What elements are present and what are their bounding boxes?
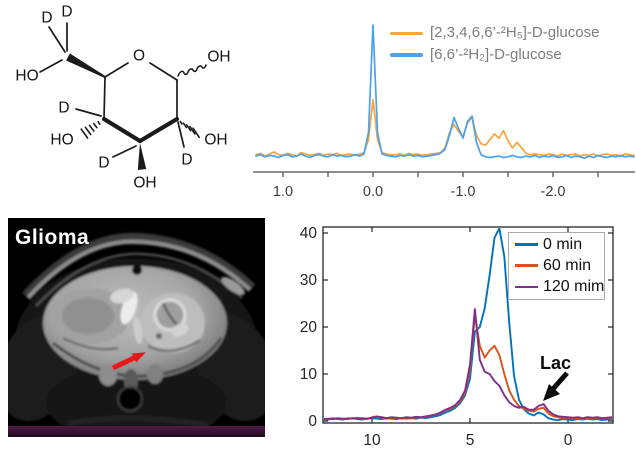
nmr-legend: [2,3,4,6,6’-²H₅]-D-glucose [6,6’-²H₂]-D-… (390, 24, 599, 65)
atom-label-c6-ho: HO (15, 68, 38, 85)
wedge-bond-c5-c6 (66, 53, 106, 78)
nmr-legend-label: [6,6’-²H₂]-D-glucose (430, 45, 562, 63)
svg-text:0.0: 0.0 (363, 184, 383, 200)
atom-label-c2-oh: OH (204, 132, 227, 149)
svg-text:1.0: 1.0 (273, 184, 293, 200)
bond-c4-c5 (103, 76, 106, 120)
atom-label-ring-o: O (133, 48, 145, 65)
wedge-bond-c3-oh (137, 143, 147, 170)
legend-line-blue (515, 243, 538, 246)
nmr-spectrum-panel: 1.0 0.0 -1.0 -2.0 [2,3,4,6,6’-²H₅]-D-glucos… (240, 0, 636, 210)
wavy-bond-c1-oh (177, 64, 207, 77)
atom-label-c4-d: D (58, 100, 69, 117)
kinetics-legend: 0 min 60 min 120 mim (508, 232, 605, 300)
tumor-arrow-icon (111, 352, 146, 371)
legend-line-purple (515, 285, 538, 289)
hash-bond-c2-oh (179, 120, 200, 139)
legend-line-orange (390, 31, 423, 36)
kin-legend-label: 0 min (543, 236, 583, 253)
kin-legend-label: 120 mim (543, 278, 605, 296)
molecule-structure: O OH D D HO D HO D OH D OH (15, 4, 230, 192)
atom-label-c3-oh: OH (133, 175, 156, 192)
bond-c2-d (177, 121, 185, 148)
bond-c6-ho (39, 59, 63, 73)
lac-arrow-icon (543, 371, 569, 401)
svg-text:40: 40 (300, 225, 318, 242)
svg-text:0: 0 (564, 432, 573, 449)
mri-panel: Glioma (8, 218, 265, 437)
atom-label-d2: D (61, 4, 72, 21)
bond-c3-c4-bold (101, 116, 143, 144)
nmr-legend-item-h2-glucose: [6,6’-²H₂]-D-glucose (390, 46, 599, 65)
kinetics-plot: 10 5 0 0 10 20 30 40 (300, 225, 614, 449)
kin-legend-item-60min: 60 min (509, 255, 604, 276)
kinetics-panel: 10 5 0 0 10 20 30 40 0 min 60 min 120 mim Lac (290, 212, 636, 454)
svg-text:5: 5 (466, 432, 475, 449)
legend-line-orange (515, 264, 538, 268)
svg-text:10: 10 (300, 366, 318, 383)
atom-label-d1: D (41, 10, 52, 27)
atom-label-c3-d: D (98, 155, 109, 172)
svg-text:-1.0: -1.0 (451, 184, 476, 200)
nmr-legend-label: [2,3,4,6,6’-²H₅]-D-glucose (430, 24, 600, 41)
atom-label-anomeric-oh: OH (207, 49, 230, 66)
kin-legend-item-0min: 0 min (509, 234, 604, 255)
hash-bond-c4-ho (80, 120, 101, 139)
bond-c3-d (112, 145, 137, 158)
atom-label-c4-ho: HO (50, 132, 73, 149)
nmr-legend-item-h5-glucose: [2,3,4,6,6’-²H₅]-D-glucose (390, 24, 599, 43)
bond-c4-d (75, 108, 102, 117)
atom-label-c2-d: D (181, 152, 192, 169)
mri-bottom-strip (8, 426, 265, 437)
svg-text:10: 10 (363, 432, 381, 449)
lac-annotation: Lac (540, 353, 572, 373)
svg-text:0: 0 (308, 413, 317, 430)
molecule-panel: O OH D D HO D HO D OH D OH (0, 0, 250, 212)
bond-c5-o (104, 62, 129, 78)
bond-o-c1 (149, 62, 178, 81)
kin-legend-item-120min: 120 mim (509, 276, 604, 297)
svg-text:20: 20 (300, 319, 318, 336)
mri-image (8, 218, 265, 437)
legend-line-blue (390, 53, 423, 57)
mri-title: Glioma (15, 226, 90, 249)
svg-text:30: 30 (300, 272, 318, 289)
svg-text:-2.0: -2.0 (541, 184, 566, 200)
bond-c6-d1 (48, 26, 66, 53)
mri-brain-art (8, 232, 265, 437)
bond-c2-c3-bold (137, 116, 180, 144)
nmr-spectrum-plot: 1.0 0.0 -1.0 -2.0 (253, 24, 635, 200)
kin-legend-label: 60 min (543, 257, 592, 275)
